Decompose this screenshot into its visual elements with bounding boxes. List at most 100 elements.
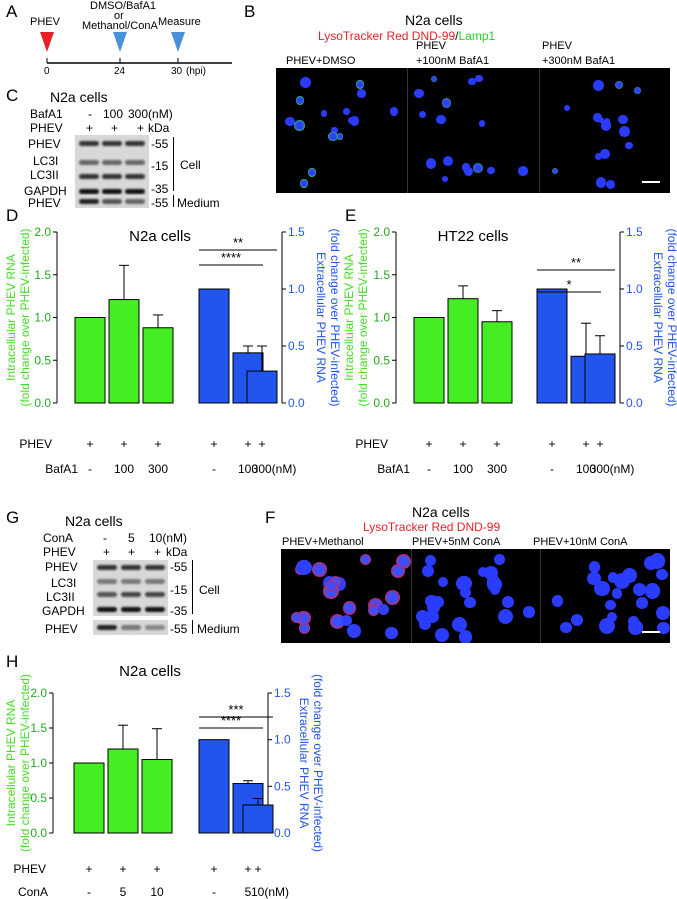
cell-nucleus bbox=[451, 616, 467, 632]
row1-value: + bbox=[258, 437, 265, 451]
left-tick-label: 0.0 bbox=[373, 396, 390, 410]
cell-nucleus bbox=[285, 116, 295, 127]
cell-nucleus bbox=[487, 577, 503, 592]
panel-b-cond-3a: PHEV bbox=[542, 40, 572, 52]
panel-g-band-phev: PHEV bbox=[45, 560, 78, 574]
panel-f-cond-3: PHEV+10nM ConA bbox=[533, 536, 628, 548]
right-axis-label-2: (fold change over PHEV-infected) bbox=[328, 228, 340, 406]
panel-c-title: N2a cells bbox=[50, 89, 108, 105]
cell-nucleus bbox=[296, 559, 312, 576]
right-axis-label-2: (fold change over PHEV-infected) bbox=[665, 228, 677, 406]
panel-g-marker-15: -15 bbox=[170, 583, 188, 597]
right-tick-label: 1.0 bbox=[288, 282, 305, 296]
timeline-phev-label: PHEV bbox=[30, 16, 60, 28]
cell-nucleus bbox=[593, 80, 605, 92]
row-label-treatment: BafA1 bbox=[45, 462, 78, 476]
panel-c-row2-label: PHEV bbox=[30, 121, 63, 135]
left-tick-label: 0.5 bbox=[373, 353, 390, 367]
bar-extracellular bbox=[536, 288, 568, 404]
cell-nucleus bbox=[606, 611, 618, 623]
bar-extracellular bbox=[242, 804, 274, 834]
row-label-phev: PHEV bbox=[355, 437, 388, 451]
cell-nucleus bbox=[299, 179, 308, 188]
timeline-treat-label-1: DMSO/BafA1 bbox=[90, 0, 157, 12]
cell-nucleus bbox=[463, 167, 473, 176]
row-label-treatment: ConA bbox=[18, 885, 48, 899]
panel-g-title: N2a cells bbox=[65, 513, 123, 529]
row2-value: 100 bbox=[576, 462, 596, 476]
row-label-phev: PHEV bbox=[13, 862, 46, 876]
right-tick-label: 0.0 bbox=[626, 396, 643, 410]
cell-nucleus bbox=[460, 586, 472, 598]
cell-nucleus bbox=[655, 605, 670, 621]
cell-nucleus bbox=[600, 120, 611, 131]
cell-nucleus bbox=[594, 580, 610, 597]
panel-g-row1-val-1: - bbox=[103, 531, 107, 545]
cell-nucleus bbox=[571, 613, 584, 627]
cell-nucleus bbox=[497, 609, 513, 625]
left-tick-label: 2.0 bbox=[34, 225, 51, 239]
cell-nucleus bbox=[464, 597, 476, 609]
panel-g-medium-bracket bbox=[192, 620, 193, 634]
left-tick-label: 0.5 bbox=[30, 791, 47, 805]
cell-nucleus bbox=[502, 595, 515, 608]
panel-c-kda: kDa bbox=[148, 121, 170, 135]
chart-title: N2a cells bbox=[119, 663, 181, 680]
panel-c-band-lc3ii: LC3II bbox=[30, 168, 59, 182]
row2-value: 300(nM) bbox=[590, 462, 635, 476]
cell-nucleus bbox=[325, 580, 338, 592]
panel-c-marker-35: -35 bbox=[151, 182, 169, 196]
phev-arrow-icon bbox=[40, 32, 54, 52]
panel-letter-c: C bbox=[6, 86, 19, 105]
panel-b-cond-3b: +300nM BafA1 bbox=[542, 55, 616, 67]
left-axis-label: Intracellular PHEV RNA bbox=[342, 254, 356, 381]
blot-c-phev bbox=[75, 135, 149, 152]
panel-b-title: N2a cells bbox=[405, 12, 463, 28]
row1-value: + bbox=[210, 862, 217, 876]
cell-nucleus bbox=[564, 105, 571, 112]
cell-nucleus bbox=[295, 96, 304, 105]
cell-nucleus bbox=[649, 553, 666, 570]
cell-nucleus bbox=[418, 110, 426, 118]
cell-nucleus bbox=[468, 77, 476, 86]
left-axis-label-2: (fold change over PHEV-infected) bbox=[18, 674, 32, 852]
panel-g-marker-35: -35 bbox=[170, 604, 188, 618]
cell-nucleus bbox=[595, 177, 606, 188]
row2-value: 100 bbox=[114, 462, 134, 476]
panel-f-cond-2: PHEV+5nM ConA bbox=[412, 536, 501, 548]
panel-letter-g: G bbox=[6, 508, 20, 527]
panel-c-row2-val-3: + bbox=[137, 121, 145, 135]
significance-label: * bbox=[566, 277, 571, 292]
cell-nucleus bbox=[593, 113, 603, 122]
cell-nucleus bbox=[385, 590, 400, 606]
cell-nucleus bbox=[605, 179, 615, 190]
row2-value: - bbox=[550, 462, 554, 476]
row-label-phev: PHEV bbox=[19, 437, 52, 451]
row2-value: - bbox=[87, 885, 91, 899]
cell-nucleus bbox=[328, 131, 338, 142]
panel-b-stain-green: Lamp1 bbox=[458, 29, 496, 43]
panel-b-stain-sep: / bbox=[455, 29, 459, 43]
cell-nucleus bbox=[600, 148, 610, 159]
cell-nucleus bbox=[430, 76, 438, 83]
bar-intracellular bbox=[108, 299, 140, 404]
row1-value: + bbox=[120, 437, 127, 451]
cell-nucleus bbox=[377, 603, 390, 616]
cell-nucleus bbox=[612, 588, 623, 599]
cell-nucleus bbox=[458, 630, 473, 643]
cell-nucleus bbox=[300, 77, 311, 89]
cell-nucleus bbox=[307, 168, 316, 177]
panel-g-row1-label: ConA bbox=[43, 531, 74, 545]
right-axis-label: Extracellular PHEV RNA bbox=[651, 252, 665, 383]
panel-c-band-gapdh: GAPDH bbox=[24, 184, 67, 198]
timeline-measure-label: Measure bbox=[158, 16, 201, 28]
left-axis-label-2: (fold change over PHEV-infected) bbox=[356, 228, 370, 406]
panel-c-medium-bracket bbox=[173, 195, 174, 207]
scale-bar bbox=[642, 181, 660, 183]
panel-g-cell-label: Cell bbox=[199, 583, 220, 597]
row-label-treatment: BafA1 bbox=[377, 462, 410, 476]
micrograph-divider bbox=[540, 549, 542, 643]
row1-value: + bbox=[85, 862, 92, 876]
left-tick-label: 1.5 bbox=[373, 268, 390, 282]
treatment-arrow-icon bbox=[113, 32, 127, 52]
